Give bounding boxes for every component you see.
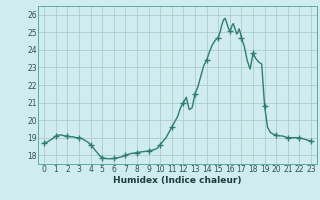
X-axis label: Humidex (Indice chaleur): Humidex (Indice chaleur) [113, 176, 242, 185]
